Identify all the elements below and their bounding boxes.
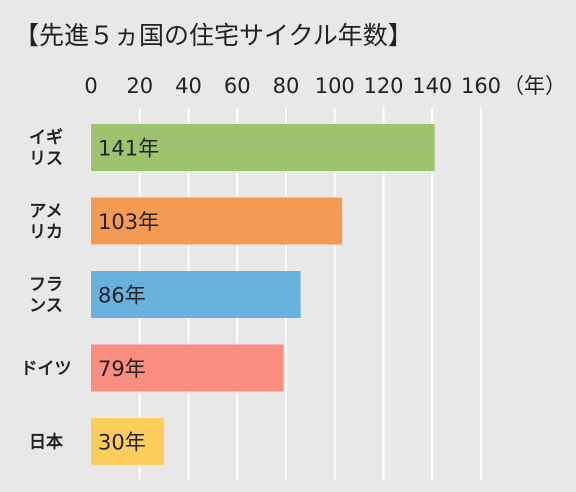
bar-4 xyxy=(91,344,284,392)
bar-3 xyxy=(91,271,301,318)
category-label-2-line-2: リカ xyxy=(29,223,63,243)
bar-1 xyxy=(91,124,435,171)
x-tick-label-160: 160 xyxy=(461,74,501,98)
x-tick-label-120: 120 xyxy=(363,74,403,98)
bar-2 xyxy=(91,197,343,245)
x-tick-label-40: 40 xyxy=(175,74,202,98)
bar-value-label-5: 30年 xyxy=(98,431,146,455)
x-tick-label-80: 80 xyxy=(273,74,300,98)
x-tick-label-20: 20 xyxy=(126,74,153,98)
bar-value-label-3: 86年 xyxy=(98,284,146,308)
x-tick-label-60: 60 xyxy=(224,74,251,98)
x-tick-label-100: 100 xyxy=(315,74,355,98)
category-label-2-line-1: アメ xyxy=(29,202,62,222)
category-label-3-line-2: ンス xyxy=(29,296,63,316)
category-label-1-line-2: リス xyxy=(29,149,63,169)
bar-5 xyxy=(91,418,165,465)
category-label-4-line-1: ドイツ xyxy=(21,359,72,379)
chart-title: 【先進５ヵ国の住宅サイクル年数】 xyxy=(14,21,413,50)
category-label-3-line-1: フラ xyxy=(29,275,63,295)
x-tick-label-0: 0 xyxy=(84,74,97,98)
bar-value-label-4: 79年 xyxy=(98,357,146,381)
bar-value-label-1: 141年 xyxy=(98,137,159,161)
category-label-1-line-1: イギ xyxy=(29,128,63,148)
bar-value-label-2: 103年 xyxy=(98,210,159,234)
x-axis-ticks: 0 20 40 60 80 100 120 140 160 xyxy=(84,74,501,98)
x-tick-label-140: 140 xyxy=(412,74,452,98)
category-label-5-line-1: 日本 xyxy=(29,432,63,453)
x-axis-unit: （年） xyxy=(503,74,566,98)
